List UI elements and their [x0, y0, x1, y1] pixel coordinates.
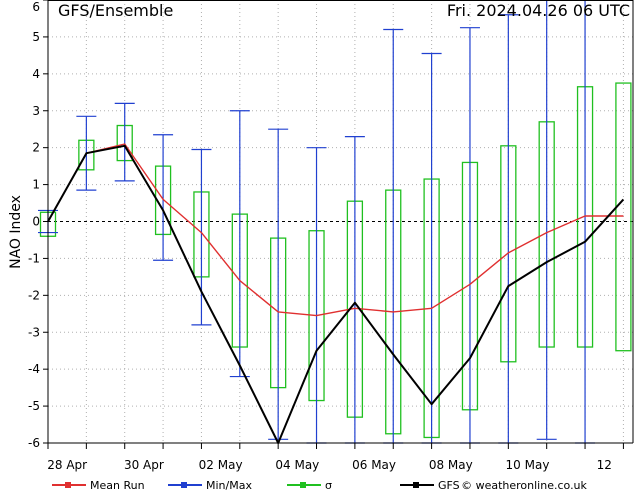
- x-tick-label: 08 May: [429, 458, 473, 472]
- sigma-boxes: [39, 82, 632, 439]
- legend-marker-sigma: [300, 482, 306, 488]
- mean-line: [47, 143, 624, 317]
- y-tick-label: 6: [32, 0, 40, 14]
- y-tick-label: 2: [32, 141, 40, 155]
- y-tick-label: 4: [32, 67, 40, 81]
- y-tick-labels: -6 -5 -4 -3 -2 -1 0 1 2 3 4 5 6: [28, 0, 40, 450]
- legend-marker-mean: [65, 482, 71, 488]
- legend-label-gfs: GFS: [438, 479, 460, 490]
- legend-marker-minmax: [181, 482, 187, 488]
- legend-label-mean: Mean Run: [90, 479, 145, 490]
- y-tick-label: -6: [28, 436, 40, 450]
- y-axis-label: NAO Index: [8, 195, 24, 269]
- y-tick-label: -4: [28, 362, 40, 376]
- run-time: Fri. 2024.04.26 06 UTC: [447, 1, 630, 20]
- y-tick-label: 3: [32, 104, 40, 118]
- grid: [48, 0, 633, 443]
- y-tick-label: 5: [32, 30, 40, 44]
- y-tick-label: 1: [32, 178, 40, 192]
- legend-marker-gfs: [413, 482, 419, 488]
- x-tick-label: 30 Apr: [124, 458, 164, 472]
- legend-label-minmax: Min/Max: [206, 479, 252, 490]
- x-tick-label: 06 May: [352, 458, 396, 472]
- y-tick-label: -3: [28, 325, 40, 339]
- credit-text: © weatheronline.co.uk: [461, 479, 587, 490]
- y-tick-label: 0: [32, 215, 40, 229]
- x-tick-label: 04 May: [275, 458, 319, 472]
- x-tick-label: 28 Apr: [47, 458, 87, 472]
- y-tick-label: -2: [28, 288, 40, 302]
- x-tick-label: 02 May: [199, 458, 243, 472]
- y-tick-label: -5: [28, 399, 40, 413]
- chart-title: GFS/Ensemble: [58, 1, 173, 20]
- series-lines: [47, 143, 625, 444]
- legend-label-sigma: σ: [325, 479, 332, 490]
- x-tick-label: 10 May: [506, 458, 550, 472]
- x-tick-labels: 28 Apr 30 Apr 02 May 04 May 06 May 08 May 10 M…: [47, 458, 612, 472]
- x-tick-label: 12: [597, 458, 612, 472]
- y-tick-label: -1: [28, 251, 40, 265]
- axes: [43, 0, 634, 449]
- gfs-line: [47, 144, 625, 444]
- legend: Mean Run Min/Max σ GFS: [52, 479, 460, 490]
- sigma-box: [615, 82, 632, 352]
